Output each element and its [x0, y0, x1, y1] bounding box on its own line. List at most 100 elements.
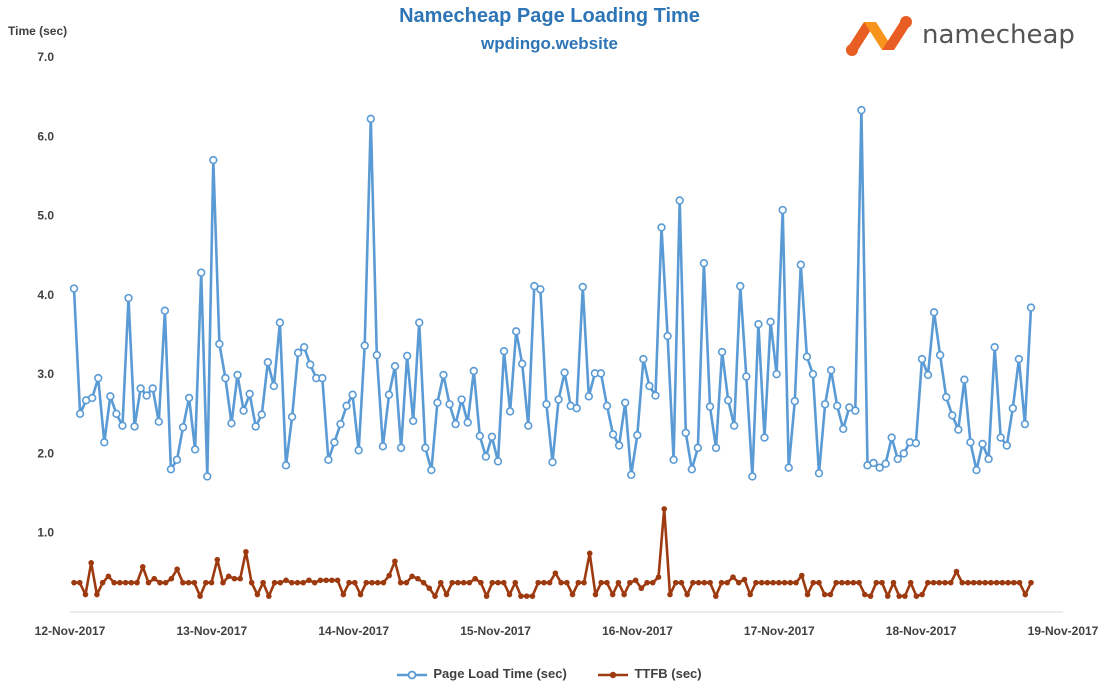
data-point-page-load [560, 368, 569, 377]
data-point-ttfb [833, 579, 839, 586]
data-point-page-load [445, 400, 454, 409]
data-point-page-load [221, 373, 230, 383]
data-point-ttfb [947, 579, 954, 586]
data-point-ttfb [1022, 591, 1029, 598]
data-point-page-load [990, 342, 999, 352]
data-point-ttfb [919, 591, 925, 598]
data-point-ttfb [111, 579, 117, 586]
data-point-ttfb [523, 593, 530, 599]
data-point-ttfb [197, 593, 203, 599]
data-point-ttfb [288, 579, 295, 586]
data-point-ttfb [661, 506, 668, 512]
data-point-ttfb [684, 591, 690, 598]
data-point-ttfb [546, 579, 553, 586]
data-point-ttfb [518, 593, 524, 599]
data-point-page-load [106, 392, 115, 401]
data-point-page-load [899, 449, 909, 458]
data-point-ttfb [793, 579, 799, 586]
data-point-ttfb [753, 579, 759, 586]
data-point-page-load [760, 433, 769, 442]
data-point-page-load [69, 284, 79, 293]
data-point-page-load [94, 373, 103, 383]
x-tick-label: 13-Nov-2017 [176, 624, 247, 638]
data-point-ttfb [128, 579, 135, 586]
legend-item-page-load: Page Load Time (sec) [397, 666, 567, 681]
data-point-page-load [790, 396, 799, 406]
data-point-ttfb [649, 579, 656, 586]
data-point-ttfb [294, 579, 301, 586]
data-point-page-load [887, 433, 896, 442]
data-point-page-load [487, 432, 497, 441]
y-axis-label: Time (sec) [8, 24, 68, 38]
data-point-ttfb [844, 579, 851, 586]
data-point-page-load [209, 155, 218, 165]
data-point-ttfb [575, 579, 582, 586]
data-point-page-load [342, 401, 351, 411]
data-point-page-load [978, 439, 987, 449]
data-point-ttfb [988, 579, 994, 586]
data-point-page-load [378, 442, 388, 451]
data-point-ttfb [764, 579, 771, 586]
data-point-ttfb [930, 579, 937, 586]
data-point-page-load [620, 398, 630, 407]
series-line-ttfb [74, 507, 1033, 598]
data-point-page-load [251, 422, 260, 431]
data-point-ttfb [437, 579, 444, 586]
data-point-page-load [639, 354, 648, 364]
data-point-ttfb [615, 579, 622, 586]
data-point-ttfb [672, 579, 679, 586]
data-point-page-load [324, 455, 333, 464]
data-point-ttfb [959, 579, 966, 586]
data-point-page-load [645, 381, 654, 391]
data-point-page-load [421, 443, 430, 453]
data-point-page-load [402, 351, 412, 361]
data-point-ttfb [999, 579, 1006, 586]
data-point-ttfb [913, 593, 920, 599]
data-point-ttfb [455, 579, 461, 586]
data-point-page-load [772, 369, 781, 379]
data-point-ttfb [506, 591, 513, 598]
data-point-ttfb [690, 579, 696, 586]
data-point-ttfb [82, 591, 89, 598]
data-point-page-load [130, 422, 139, 431]
data-point-page-load [457, 395, 466, 404]
data-point-page-load [518, 359, 527, 369]
data-point-page-load [675, 196, 684, 205]
data-point-page-load [748, 472, 757, 481]
data-point-ttfb [466, 579, 473, 586]
data-point-ttfb [139, 564, 146, 570]
data-point-page-load [136, 384, 145, 393]
data-point-ttfb [191, 579, 198, 586]
data-point-page-load [154, 417, 163, 426]
data-point-ttfb [300, 579, 307, 586]
data-point-ttfb [237, 575, 243, 582]
data-point-ttfb [351, 579, 358, 586]
data-point-page-load [657, 223, 666, 232]
data-point-ttfb [271, 579, 278, 586]
data-point-ttfb [741, 576, 748, 583]
data-point-ttfb [483, 593, 490, 599]
data-point-page-load [608, 430, 618, 439]
data-point-page-load [730, 421, 739, 430]
data-point-page-load [499, 346, 509, 356]
data-point-ttfb [558, 579, 564, 586]
data-point-ttfb [1016, 579, 1023, 586]
data-point-page-load [142, 391, 151, 400]
data-point-ttfb [94, 591, 100, 598]
data-point-ttfb [707, 579, 713, 586]
x-tick-label: 15-Nov-2017 [460, 624, 531, 638]
data-point-page-load [954, 425, 963, 434]
data-point-ttfb [317, 577, 324, 584]
data-point-ttfb [655, 574, 662, 580]
data-point-page-load [493, 457, 503, 466]
data-point-ttfb [420, 579, 427, 586]
data-point-page-load [966, 438, 975, 447]
data-point-ttfb [632, 577, 639, 584]
data-point-ttfb [564, 579, 570, 586]
data-point-page-load [148, 384, 157, 393]
data-point-ttfb [902, 593, 908, 599]
data-point-page-load [536, 285, 545, 294]
data-point-ttfb [122, 579, 129, 586]
data-point-page-load [548, 457, 557, 467]
data-point-page-load [172, 455, 182, 464]
